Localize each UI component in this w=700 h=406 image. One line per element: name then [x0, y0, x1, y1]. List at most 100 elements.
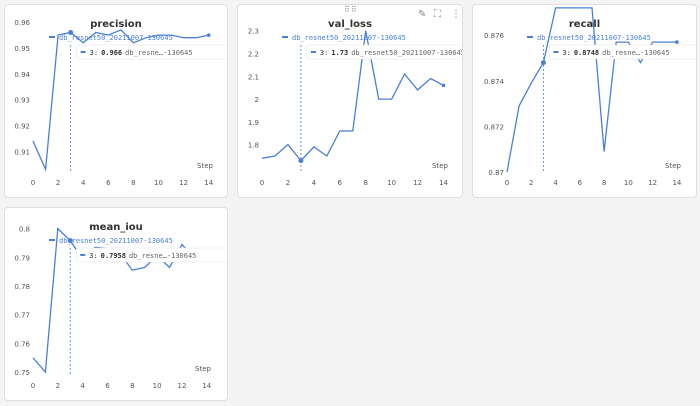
- drag-handle-icon[interactable]: ⠿⠿: [344, 5, 358, 14]
- fullscreen-icon[interactable]: ⛶: [434, 9, 441, 20]
- x-tick-label: 8: [602, 179, 606, 187]
- hover-tooltip: [75, 247, 227, 263]
- x-tick-label: 10: [624, 179, 633, 187]
- y-tick-label: 0.78: [14, 283, 30, 291]
- val-loss-chart-svg[interactable]: val_loss db_resnet50_20211007-130645 1.8 1.…: [238, 5, 462, 197]
- chart-title: recall: [569, 19, 600, 30]
- x-axis-label: Step: [195, 365, 211, 373]
- series-line: [261, 30, 444, 162]
- hover-point: [68, 30, 74, 35]
- series-end-point: [206, 33, 211, 37]
- y-tick-label: 0.87: [488, 169, 504, 177]
- tooltip-text: 3: 0.7958 db_resne…-130645: [89, 252, 196, 260]
- y-tick-label: 0.77: [14, 312, 30, 320]
- x-tick-label: 12: [179, 179, 188, 187]
- x-tick-label: 4: [312, 179, 317, 187]
- series-end-point: [441, 83, 446, 88]
- x-tick-label: 2: [529, 179, 533, 187]
- chart-panel-mean-iou[interactable]: mean_iou db_resnet50_20211007-130645 0.75 0…: [4, 207, 228, 401]
- y-tick-label: 1.8: [248, 142, 259, 150]
- tooltip-step: 3:: [90, 49, 98, 57]
- tooltip-step: 3:: [320, 49, 328, 57]
- y-tick-label: 0.876: [484, 32, 505, 40]
- x-tick-label: 0: [505, 179, 509, 187]
- y-tick-label: 0.96: [14, 19, 30, 27]
- more-options-icon[interactable]: ⋮: [451, 9, 461, 20]
- x-tick-label: 6: [105, 382, 110, 390]
- tooltip-text: 3: 0.8748 db_resne…-130645: [562, 49, 669, 57]
- series-end-point: [675, 40, 679, 44]
- y-tick-label: 0.95: [14, 45, 30, 53]
- chart-panel-precision[interactable]: precision db_resnet50_20211007-130645 0.91…: [4, 4, 228, 198]
- x-tick-label: 12: [648, 179, 657, 187]
- mean-iou-chart-svg[interactable]: mean_ioudb_resnet50_20211007-1306450.750…: [5, 208, 227, 400]
- tooltip-step: 3:: [562, 49, 570, 57]
- x-axis-label: Step: [432, 162, 448, 170]
- legend-label: db_resnet50_20211007-130645: [59, 34, 173, 42]
- chart-title: mean_iou: [89, 222, 143, 233]
- recall-chart-svg[interactable]: recalldb_resnet50_20211007-1306450.870.8…: [473, 5, 696, 197]
- y-tick-label: 0.75: [14, 369, 30, 377]
- y-tick-label: 1.9: [248, 119, 259, 127]
- tooltip-series: db_resnet50_20211007-130645: [351, 49, 462, 57]
- y-tick-label: 2.1: [248, 73, 259, 81]
- tooltip-value: 0.8748: [574, 49, 599, 57]
- x-tick-label: 4: [553, 179, 558, 187]
- x-tick-label: 14: [202, 382, 211, 390]
- x-tick-label: 2: [286, 179, 290, 187]
- y-tick-label: 0.79: [14, 254, 30, 262]
- chart-panel-recall[interactable]: recall db_resnet50_20211007-130645 0.87 0.8…: [472, 4, 697, 198]
- y-tick-label: 0.872: [484, 123, 504, 131]
- x-tick-label: 2: [56, 382, 60, 390]
- x-tick-label: 12: [413, 179, 422, 187]
- y-tick-label: 2.3: [248, 28, 259, 36]
- hover-tooltip: [549, 44, 696, 60]
- tooltip-value: 0.7958: [101, 252, 126, 260]
- x-tick-label: 0: [31, 382, 35, 390]
- legend-label: db_resnet50_20211007-130645: [292, 34, 406, 42]
- hover-tooltip: [76, 44, 227, 60]
- tooltip-series: db_resne…-130645: [129, 252, 196, 260]
- x-axis-label: Step: [665, 162, 681, 170]
- y-tick-label: 2: [255, 96, 259, 104]
- x-tick-label: 0: [260, 179, 264, 187]
- chart-title: val_loss: [328, 19, 372, 30]
- legend-label: db_resnet50_20211007-130645: [59, 237, 173, 245]
- hover-tooltip: [306, 44, 462, 60]
- tooltip-value: 0.966: [101, 49, 122, 57]
- y-tick-label: 0.8: [19, 226, 30, 234]
- tooltip-value: 1.73: [331, 49, 348, 57]
- y-tick-label: 0.76: [14, 340, 30, 348]
- x-tick-label: 10: [387, 179, 396, 187]
- tooltip-text: 3: 0.966 db_resne…-130645: [90, 49, 193, 57]
- x-tick-label: 4: [81, 179, 86, 187]
- chart-title: precision: [90, 19, 142, 30]
- series-line: [32, 29, 209, 172]
- hover-point: [67, 238, 73, 244]
- y-tick-label: 0.93: [14, 97, 30, 105]
- edit-icon[interactable]: ✎: [418, 9, 427, 20]
- x-tick-label: 6: [338, 179, 343, 187]
- y-tick-label: 0.91: [14, 148, 30, 156]
- y-tick-label: 0.874: [484, 78, 505, 86]
- series-line: [506, 7, 677, 173]
- hover-point: [540, 60, 546, 66]
- x-tick-label: 6: [578, 179, 583, 187]
- chart-panel-val-loss[interactable]: ⠿⠿ ✎ ⛶ ⋮ val_loss db_resnet50_20211007-13…: [237, 4, 463, 198]
- y-tick-label: 2.2: [248, 50, 259, 58]
- x-tick-label: 12: [178, 382, 187, 390]
- precision-chart-svg[interactable]: precision db_resnet50_20211007-130645 0.91…: [5, 5, 227, 197]
- tooltip-text: 3: 1.73 db_resnet50_20211007-130645: [320, 49, 462, 57]
- x-tick-label: 0: [31, 179, 35, 187]
- x-tick-label: 14: [672, 179, 681, 187]
- y-tick-label: 0.94: [14, 71, 30, 79]
- x-tick-label: 6: [106, 179, 111, 187]
- hover-point: [298, 158, 304, 164]
- x-axis-label: Step: [197, 162, 213, 170]
- x-tick-label: 8: [131, 179, 135, 187]
- x-tick-label: 10: [154, 179, 163, 187]
- y-tick-label: 0.92: [14, 123, 30, 131]
- x-tick-label: 14: [204, 179, 213, 187]
- x-tick-label: 8: [130, 382, 134, 390]
- tooltip-series: db_resne…-130645: [125, 49, 192, 57]
